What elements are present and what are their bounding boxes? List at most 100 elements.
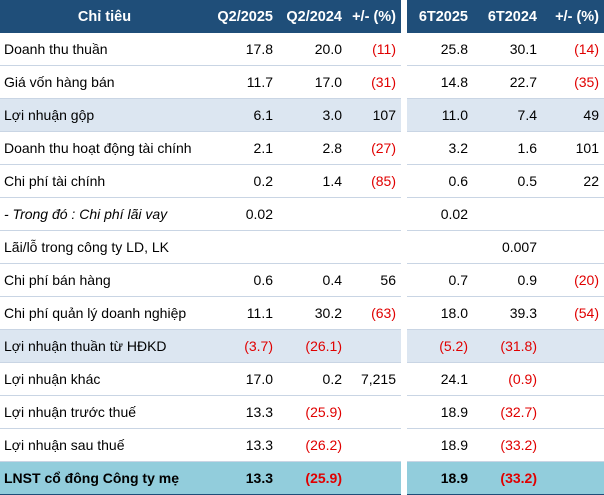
- cell-q2-2025: 0.2: [209, 164, 278, 198]
- cell-change-halfyear: [542, 230, 604, 264]
- cell-change-halfyear: [542, 395, 604, 429]
- row-label: Doanh thu thuần: [0, 32, 209, 66]
- cell-q2-2025: 17.0: [209, 362, 278, 396]
- cell-change-quarter: (11): [347, 32, 407, 66]
- row-label: Chi phí quản lý doanh nghiệp: [0, 296, 209, 330]
- cell-6t2025: 18.9: [404, 428, 473, 462]
- cell-q2-2024: 0.4: [278, 263, 347, 297]
- table-row: Giá vốn hàng bán 11.7 17.0 (31) 14.8 22.7 (35): [0, 65, 604, 99]
- cell-q2-2024: [278, 197, 347, 231]
- cell-6t2024: (0.9): [473, 362, 542, 396]
- row-label: Lãi/lỗ trong công ty LD, LK: [0, 230, 209, 264]
- table-row: Lãi/lỗ trong công ty LD, LK 0.007: [0, 230, 604, 264]
- cell-q2-2024: 1.4: [278, 164, 347, 198]
- cell-change-halfyear: [542, 329, 604, 363]
- table-row: Lợi nhuận thuần từ HĐKD (3.7) (26.1) (5.2)(…: [0, 329, 604, 363]
- header-row: Chỉ tiêu Q2/2025 Q2/2024 +/- (%) 6T2025 …: [0, 0, 604, 33]
- header-change-halfyear: +/- (%): [542, 0, 604, 33]
- cell-6t2024: (33.2): [473, 461, 542, 495]
- row-label: Doanh thu hoạt động tài chính: [0, 131, 209, 165]
- cell-q2-2025: 2.1: [209, 131, 278, 165]
- cell-6t2024: 1.6: [473, 131, 542, 165]
- table-row: Chi phí bán hàng 0.6 0.4 56 0.7 0.9 (20): [0, 263, 604, 297]
- table-row: Lợi nhuận trước thuế 13.3 (25.9) 18.9 (32.7): [0, 395, 604, 429]
- cell-6t2025: 0.7: [404, 263, 473, 297]
- cell-change-quarter: (27): [347, 131, 407, 165]
- cell-q2-2024: (26.1): [278, 329, 347, 363]
- table-row: Lợi nhuận khác 17.0 0.2 7,215 24.1 (0.9): [0, 362, 604, 396]
- row-label: Lợi nhuận thuần từ HĐKD: [0, 329, 209, 363]
- cell-6t2025: (5.2): [404, 329, 473, 363]
- cell-q2-2025: 6.1: [209, 98, 278, 132]
- cell-q2-2024: (25.9): [278, 461, 347, 495]
- cell-change-quarter: (85): [347, 164, 407, 198]
- table-row: Chi phí quản lý doanh nghiệp 11.1 30.2 (63)…: [0, 296, 604, 330]
- cell-change-halfyear: 101: [542, 131, 604, 165]
- cell-q2-2025: (3.7): [209, 329, 278, 363]
- cell-change-quarter: [347, 428, 407, 462]
- cell-change-quarter: [347, 197, 407, 231]
- cell-q2-2024: [278, 230, 347, 264]
- header-6t2024: 6T2024: [473, 0, 542, 33]
- cell-6t2025: 18.0: [404, 296, 473, 330]
- cell-change-quarter: [347, 461, 407, 495]
- cell-6t2024: (33.2): [473, 428, 542, 462]
- cell-q2-2025: 13.3: [209, 428, 278, 462]
- row-label: Lợi nhuận trước thuế: [0, 395, 209, 429]
- header-indicator: Chỉ tiêu: [0, 0, 209, 33]
- cell-q2-2024: 2.8: [278, 131, 347, 165]
- cell-6t2024: [473, 197, 542, 231]
- header-6t2025: 6T2025: [404, 0, 473, 33]
- table-body: Doanh thu thuần 17.8 20.0 (11) 25.8 30.1 (14) G…: [0, 32, 604, 495]
- cell-6t2025: 14.8: [404, 65, 473, 99]
- cell-q2-2024: (26.2): [278, 428, 347, 462]
- table-row: LNST cổ đông Công ty mẹ 13.3 (25.9) 18.9 (33…: [0, 461, 604, 495]
- cell-q2-2024: (25.9): [278, 395, 347, 429]
- cell-6t2024: (31.8): [473, 329, 542, 363]
- row-label: Giá vốn hàng bán: [0, 65, 209, 99]
- row-label: - Trong đó : Chi phí lãi vay: [0, 197, 209, 231]
- table-row: Doanh thu hoạt động tài chính 2.1 2.8 (27) 3…: [0, 131, 604, 165]
- cell-6t2024: 0.9: [473, 263, 542, 297]
- cell-change-halfyear: 22: [542, 164, 604, 198]
- cell-change-quarter: (63): [347, 296, 407, 330]
- cell-q2-2024: 30.2: [278, 296, 347, 330]
- cell-6t2024: 0.5: [473, 164, 542, 198]
- cell-q2-2024: 20.0: [278, 32, 347, 66]
- table-row: Chi phí tài chính 0.2 1.4 (85) 0.6 0.5 22: [0, 164, 604, 198]
- row-label: Lợi nhuận sau thuế: [0, 428, 209, 462]
- cell-change-halfyear: (14): [542, 32, 604, 66]
- cell-change-halfyear: (35): [542, 65, 604, 99]
- row-label: LNST cổ đông Công ty mẹ: [0, 461, 209, 495]
- cell-change-halfyear: [542, 428, 604, 462]
- cell-q2-2025: 0.02: [209, 197, 278, 231]
- cell-change-quarter: [347, 395, 407, 429]
- cell-change-quarter: 7,215: [347, 362, 407, 396]
- cell-6t2025: 18.9: [404, 461, 473, 495]
- cell-6t2025: 25.8: [404, 32, 473, 66]
- cell-q2-2025: [209, 230, 278, 264]
- cell-6t2025: 0.6: [404, 164, 473, 198]
- cell-q2-2025: 11.7: [209, 65, 278, 99]
- cell-6t2024: 30.1: [473, 32, 542, 66]
- cell-q2-2024: 0.2: [278, 362, 347, 396]
- cell-q2-2025: 13.3: [209, 461, 278, 495]
- cell-6t2025: 18.9: [404, 395, 473, 429]
- cell-6t2025: 24.1: [404, 362, 473, 396]
- row-label: Lợi nhuận khác: [0, 362, 209, 396]
- row-label: Lợi nhuận gộp: [0, 98, 209, 132]
- cell-change-quarter: 107: [347, 98, 407, 132]
- cell-change-quarter: 56: [347, 263, 407, 297]
- table-row: - Trong đó : Chi phí lãi vay 0.02 0.02: [0, 197, 604, 231]
- cell-6t2024: 22.7: [473, 65, 542, 99]
- row-label: Chi phí tài chính: [0, 164, 209, 198]
- cell-6t2024: (32.7): [473, 395, 542, 429]
- cell-6t2025: 3.2: [404, 131, 473, 165]
- cell-change-quarter: [347, 230, 407, 264]
- cell-6t2025: 0.02: [404, 197, 473, 231]
- header-q2-2025: Q2/2025: [209, 0, 278, 33]
- cell-change-quarter: (31): [347, 65, 407, 99]
- table-row: Lợi nhuận gộp 6.1 3.0 107 11.0 7.4 49: [0, 98, 604, 132]
- header-change-quarter: +/- (%): [347, 0, 407, 33]
